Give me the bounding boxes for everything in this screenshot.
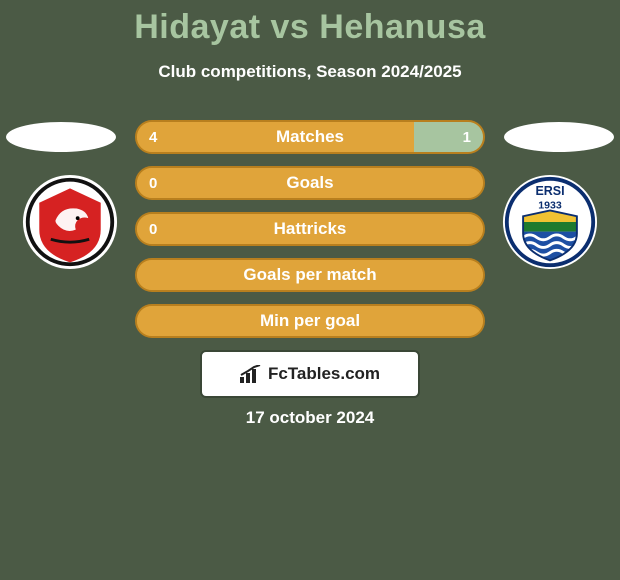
right-badge-top-text: ERSI [535, 184, 564, 198]
stat-right-value: 1 [463, 122, 471, 152]
stat-row: Goals per match [135, 258, 485, 292]
right-club-badge: ERSI 1933 [502, 174, 598, 270]
stat-label: Goals per match [137, 260, 483, 290]
stat-left-value: 4 [149, 122, 157, 152]
stat-label: Hattricks [137, 214, 483, 244]
right-club-badge-icon: ERSI 1933 [502, 174, 598, 270]
stat-left-value: 0 [149, 168, 157, 198]
date-text: 17 october 2024 [0, 408, 620, 428]
watermark-text: FcTables.com [268, 364, 380, 384]
left-player-oval [6, 122, 116, 152]
stat-label: Min per goal [137, 306, 483, 336]
stat-left-value: 0 [149, 214, 157, 244]
stat-label: Matches [137, 122, 483, 152]
stat-row: Hattricks0 [135, 212, 485, 246]
watermark: FcTables.com [200, 350, 420, 398]
right-player-oval [504, 122, 614, 152]
page-subtitle: Club competitions, Season 2024/2025 [0, 62, 620, 82]
left-club-badge-icon [22, 174, 118, 270]
stat-row: Goals0 [135, 166, 485, 200]
left-club-badge [22, 174, 118, 270]
stats-container: Matches41Goals0Hattricks0Goals per match… [135, 120, 485, 350]
bar-chart-icon [240, 365, 262, 383]
stat-label: Goals [137, 168, 483, 198]
stat-row: Matches4 1 [135, 120, 485, 154]
stat-row: Min per goal [135, 304, 485, 338]
page-title: Hidayat vs Hehanusa [0, 8, 620, 47]
